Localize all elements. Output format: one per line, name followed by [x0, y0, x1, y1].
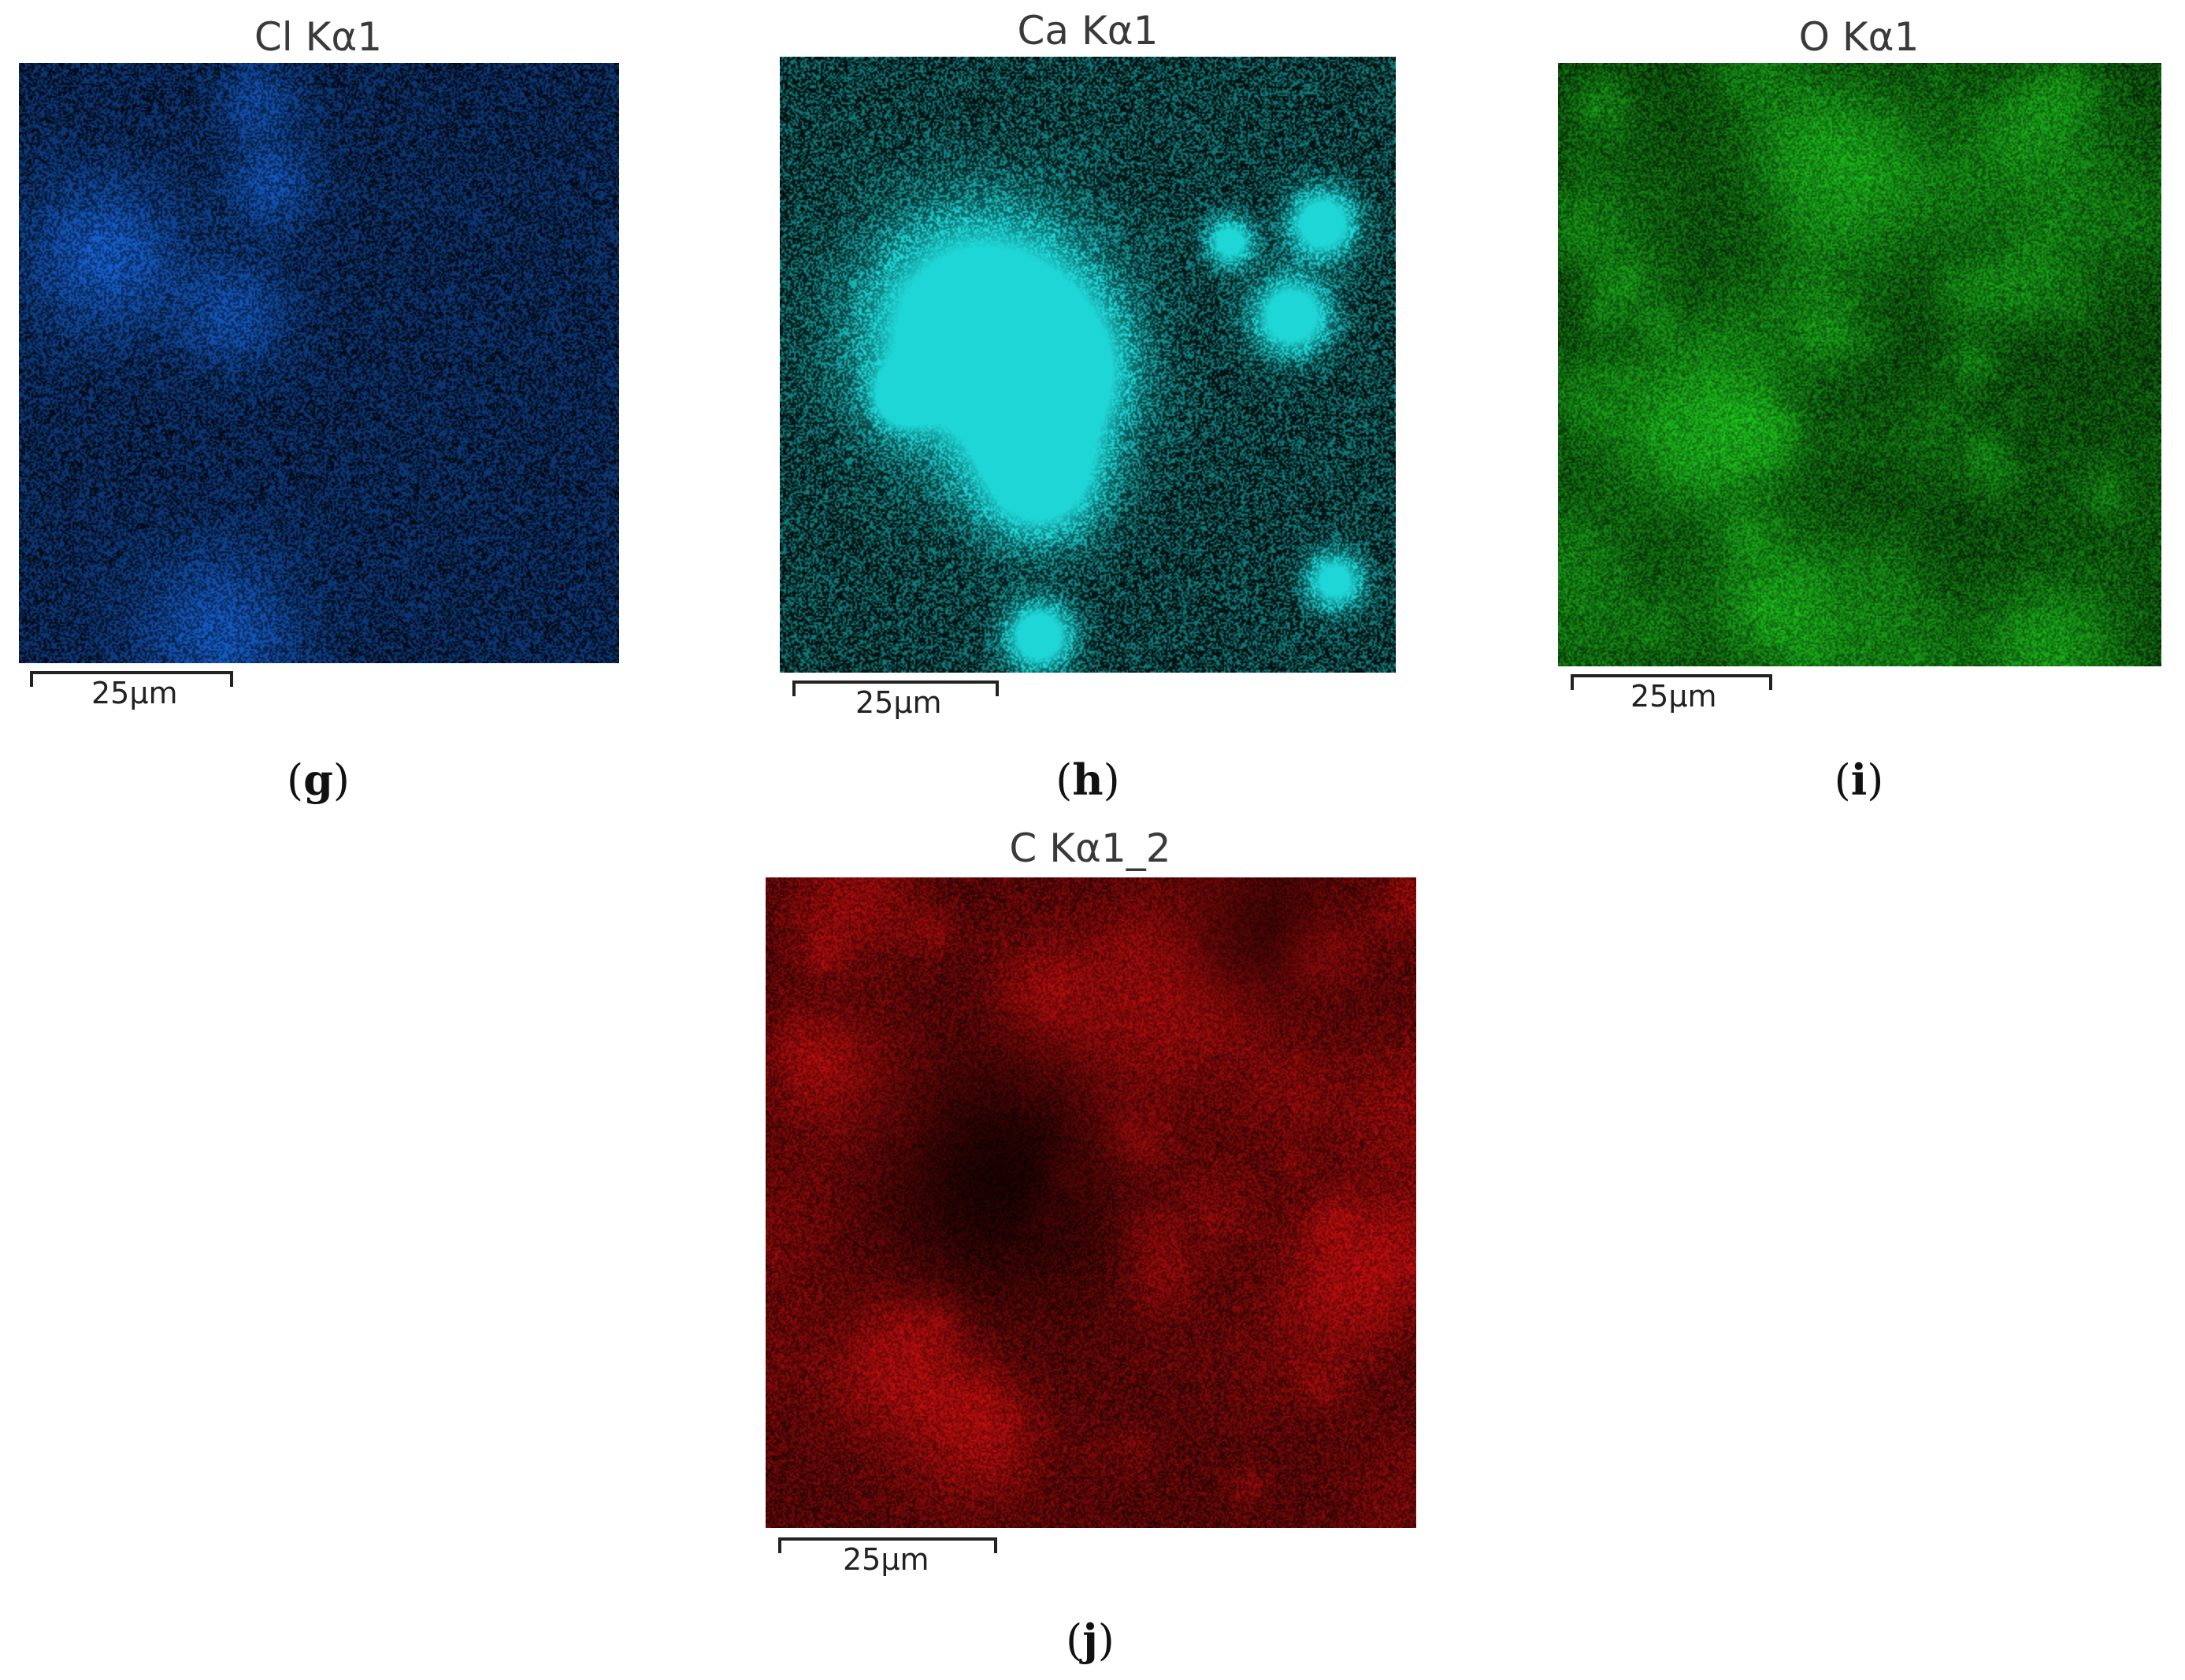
panel-g-scale-bar — [30, 671, 233, 687]
panel-j-caption: (j) — [1066, 1615, 1115, 1665]
panel-h-letter: h — [1072, 755, 1104, 805]
panel-g-caption: (g) — [287, 755, 350, 805]
panel-i-map-image — [1558, 63, 2161, 666]
panel-j-scale-label: 25µm — [843, 1542, 929, 1577]
panel-h-scale-bar — [792, 681, 999, 696]
panel-h-map-image — [780, 57, 1396, 673]
panel-i-caption: (i) — [1834, 755, 1884, 805]
panel-i-scale-label: 25µm — [1630, 679, 1717, 714]
panel-g-title: Cl Kα1 — [254, 14, 383, 60]
panel-j-title: C Kα1_2 — [1009, 825, 1171, 871]
panel-h-title: Ca Kα1 — [1017, 8, 1159, 54]
panel-j-scale-bar — [778, 1537, 997, 1553]
panel-j-letter: j — [1082, 1615, 1098, 1665]
panel-g-map-image — [19, 63, 619, 663]
panel-g-letter: g — [303, 755, 333, 805]
panel-j-map-image — [766, 877, 1416, 1528]
panel-h-scale-label: 25µm — [855, 685, 942, 720]
panel-g-scale-label: 25µm — [91, 676, 178, 710]
panel-i-title: O Kα1 — [1798, 14, 1920, 60]
panel-i-letter: i — [1850, 755, 1868, 805]
panel-h-caption: (h) — [1055, 755, 1120, 805]
panel-i-scale-bar — [1571, 674, 1772, 690]
